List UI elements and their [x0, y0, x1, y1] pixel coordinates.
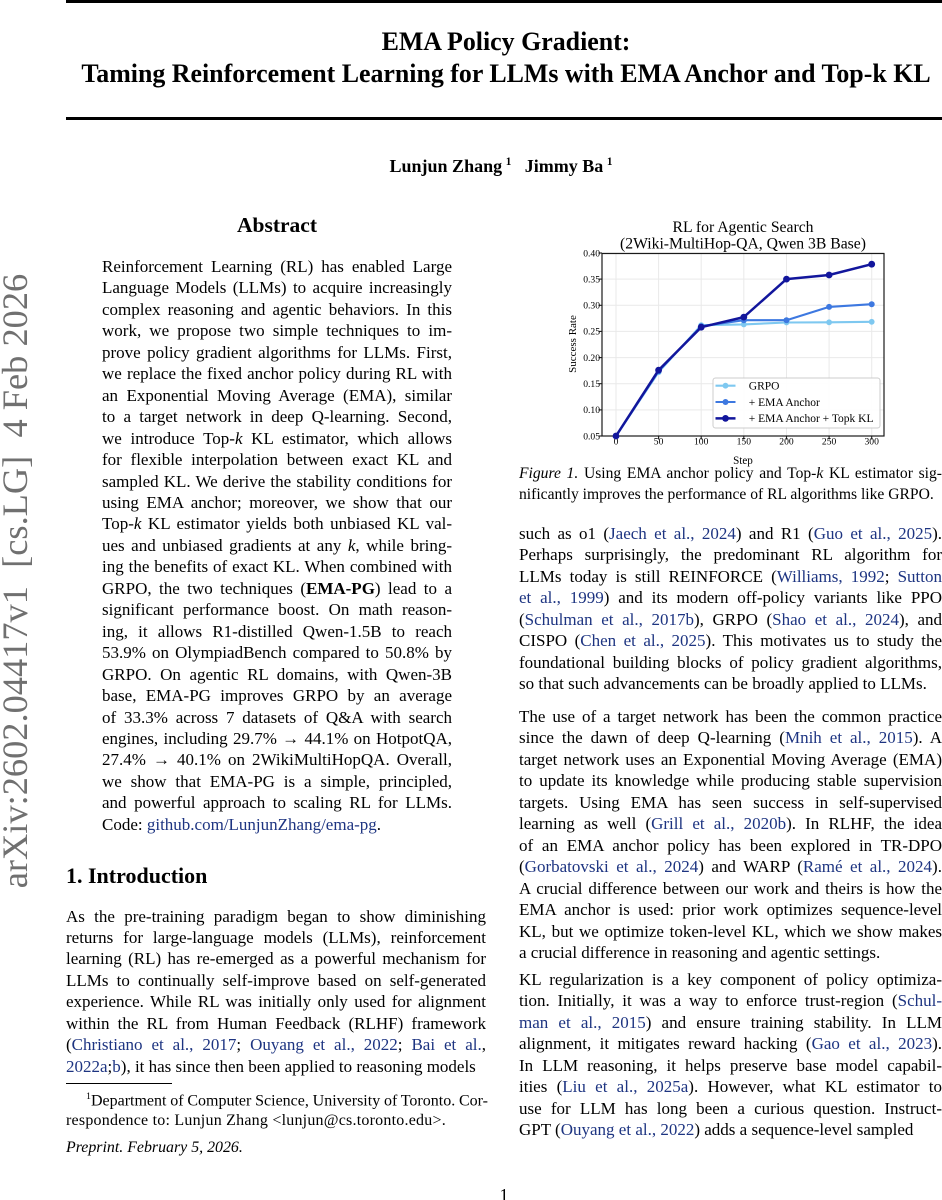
svg-text:50: 50 — [654, 437, 664, 448]
svg-text:0: 0 — [614, 437, 619, 448]
svg-text:250: 250 — [822, 437, 837, 448]
svg-text:300: 300 — [865, 437, 880, 448]
svg-text:200: 200 — [779, 437, 794, 448]
svg-text:100: 100 — [694, 437, 709, 448]
svg-text:(2Wiki-MultiHop-QA, Qwen 3B Ba: (2Wiki-MultiHop-QA, Qwen 3B Base) — [620, 235, 866, 252]
svg-text:0.10: 0.10 — [583, 405, 600, 416]
svg-text:0.05: 0.05 — [583, 431, 600, 442]
svg-text:0.20: 0.20 — [583, 353, 600, 364]
svg-text:0.40: 0.40 — [583, 248, 600, 259]
svg-text:0.15: 0.15 — [583, 379, 600, 390]
svg-text:0.30: 0.30 — [583, 301, 600, 312]
svg-text:150: 150 — [737, 437, 752, 448]
svg-text:Success Rate: Success Rate — [567, 315, 579, 373]
svg-text:0.25: 0.25 — [583, 327, 600, 338]
svg-text:Step: Step — [733, 455, 753, 467]
svg-text:GRPO: GRPO — [749, 381, 780, 393]
svg-text:RL for Agentic Search: RL for Agentic Search — [673, 219, 814, 236]
svg-text:+ EMA Anchor: + EMA Anchor — [749, 397, 820, 409]
svg-text:+ EMA Anchor + Topk KL: + EMA Anchor + Topk KL — [749, 413, 874, 425]
svg-text:0.35: 0.35 — [583, 274, 600, 285]
